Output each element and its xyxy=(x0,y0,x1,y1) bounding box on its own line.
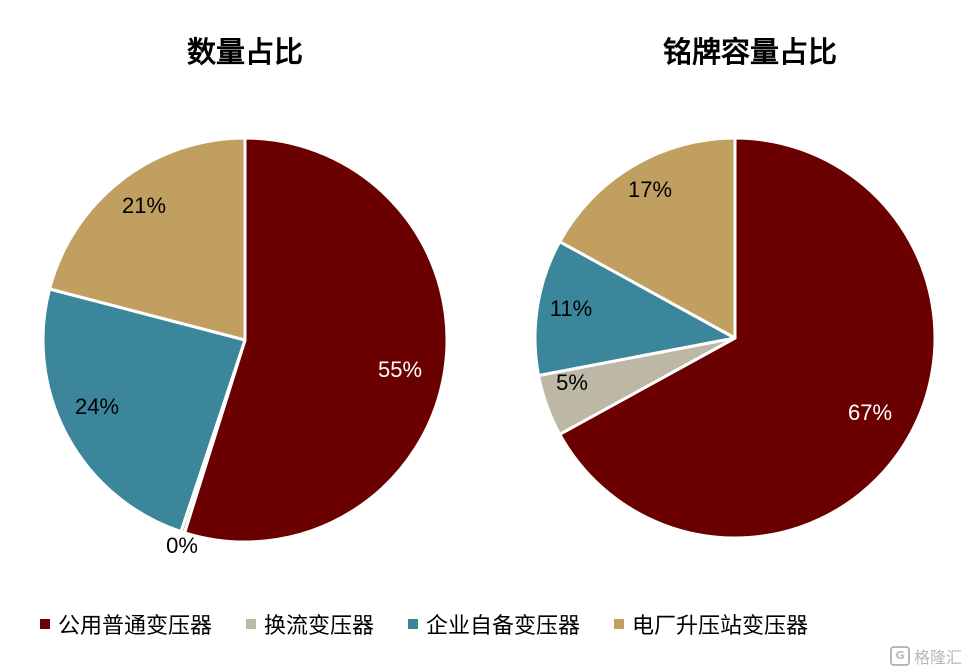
pie-capacity: 67% 5% 11% 17% xyxy=(533,136,937,540)
slice-label: 24% xyxy=(75,394,119,419)
legend-label: 电厂升压站变压器 xyxy=(632,614,809,639)
watermark: G 格隆汇 xyxy=(889,644,962,668)
pie-slice xyxy=(533,240,737,377)
watermark-text: 格隆汇 xyxy=(913,648,962,667)
legend-label: 换流变压器 xyxy=(264,614,375,639)
legend-item-public: 公用普通变压器 xyxy=(40,608,212,640)
slice-label: 11% xyxy=(550,296,592,321)
pie-slice xyxy=(558,136,937,540)
pie-quantity: 55% 0% 24% 21% xyxy=(41,136,449,558)
chart-title-capacity: 铭牌容量占比 xyxy=(663,35,837,69)
pie-slice xyxy=(41,287,247,534)
legend-swatch xyxy=(40,619,50,629)
legend-swatch xyxy=(614,619,625,629)
slice-label: 5% xyxy=(556,370,588,395)
legend: 公用普通变压器 换流变压器 企业自备变压器 电厂升压站变压器 xyxy=(40,608,808,640)
slice-label: 21% xyxy=(122,193,166,218)
chart-title-quantity: 数量占比 xyxy=(187,35,303,69)
legend-item-powerplant: 电厂升压站变压器 xyxy=(614,608,808,640)
pie-slice xyxy=(183,136,449,544)
pie-slice xyxy=(48,136,247,342)
slice-label: 0% xyxy=(166,533,198,558)
watermark-logo-icon: G xyxy=(889,646,910,666)
legend-swatch xyxy=(246,619,257,629)
legend-item-converter: 换流变压器 xyxy=(246,608,374,640)
slice-label: 17% xyxy=(628,177,672,202)
pie-slice xyxy=(558,136,737,340)
legend-swatch xyxy=(408,619,419,629)
chart-canvas: 数量占比 铭牌容量占比 55% 0% 24% 21% 67% 5% 11% 17% xyxy=(41,35,937,558)
legend-label: 公用普通变压器 xyxy=(58,614,213,639)
legend-label: 企业自备变压器 xyxy=(426,614,581,639)
slice-label: 55% xyxy=(378,357,422,382)
legend-item-enterprise: 企业自备变压器 xyxy=(408,608,580,640)
slice-label: 67% xyxy=(848,400,892,425)
